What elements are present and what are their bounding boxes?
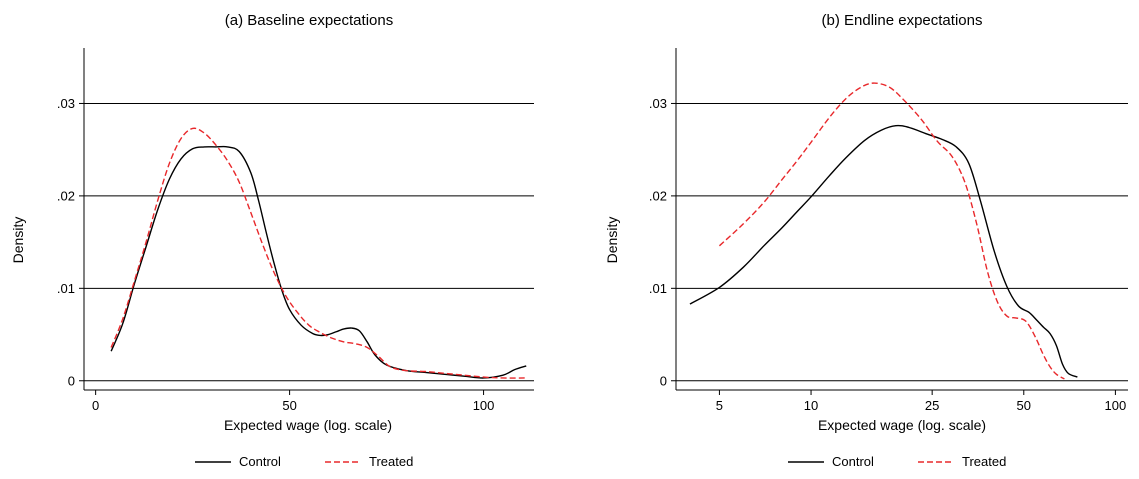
- chart-title: (a) Baseline expectations: [225, 12, 393, 29]
- legend-label-treated: Treated: [962, 454, 1006, 469]
- x-tick-label: 25: [925, 398, 939, 413]
- y-tick-label: .01: [57, 281, 75, 296]
- panel-baseline: (a) Baseline expectations Expected wage …: [10, 12, 534, 469]
- y-tick-label: .02: [649, 188, 667, 203]
- gridlines: [84, 102, 534, 382]
- x-tick-label: 50: [1017, 398, 1031, 413]
- x-tick-label: 100: [1105, 398, 1127, 413]
- legend: Control Treated: [788, 454, 1006, 469]
- series-line-control: [110, 145, 527, 379]
- y-tick-label: .02: [57, 188, 75, 203]
- chart-title: (b) Endline expectations: [822, 12, 983, 29]
- tick-labels: 0 .01 .02 .03 5 10 25 50 100: [649, 96, 1126, 413]
- series-line-treated: [110, 127, 527, 379]
- series-line-control: [689, 124, 1078, 378]
- tick-labels: 0 .01 .02 .03 0 50 100: [57, 96, 494, 413]
- y-axis-label: Density: [604, 217, 620, 264]
- axes: [671, 48, 1128, 395]
- x-axis-label: Expected wage (log. scale): [224, 417, 392, 433]
- x-axis-label: Expected wage (log. scale): [818, 417, 986, 433]
- legend: Control Treated: [195, 454, 413, 469]
- y-axis-label: Density: [10, 217, 26, 264]
- legend-label-treated: Treated: [369, 454, 413, 469]
- series-lines: [110, 127, 527, 379]
- axes: [79, 48, 534, 395]
- y-tick-label: .03: [649, 96, 667, 111]
- gridlines: [676, 102, 1128, 382]
- x-tick-label: 10: [804, 398, 818, 413]
- legend-label-control: Control: [832, 454, 874, 469]
- x-tick-label: 100: [473, 398, 495, 413]
- y-tick-label: 0: [660, 373, 667, 388]
- x-tick-label: 0: [92, 398, 99, 413]
- legend-label-control: Control: [239, 454, 281, 469]
- x-tick-label: 5: [716, 398, 723, 413]
- y-tick-label: .01: [649, 281, 667, 296]
- series-lines: [689, 82, 1078, 380]
- x-tick-label: 50: [282, 398, 296, 413]
- y-tick-label: 0: [68, 373, 75, 388]
- y-tick-label: .03: [57, 96, 75, 111]
- series-line-treated: [718, 82, 1065, 380]
- panel-endline: (b) Endline expectations Expected wage (…: [604, 12, 1128, 469]
